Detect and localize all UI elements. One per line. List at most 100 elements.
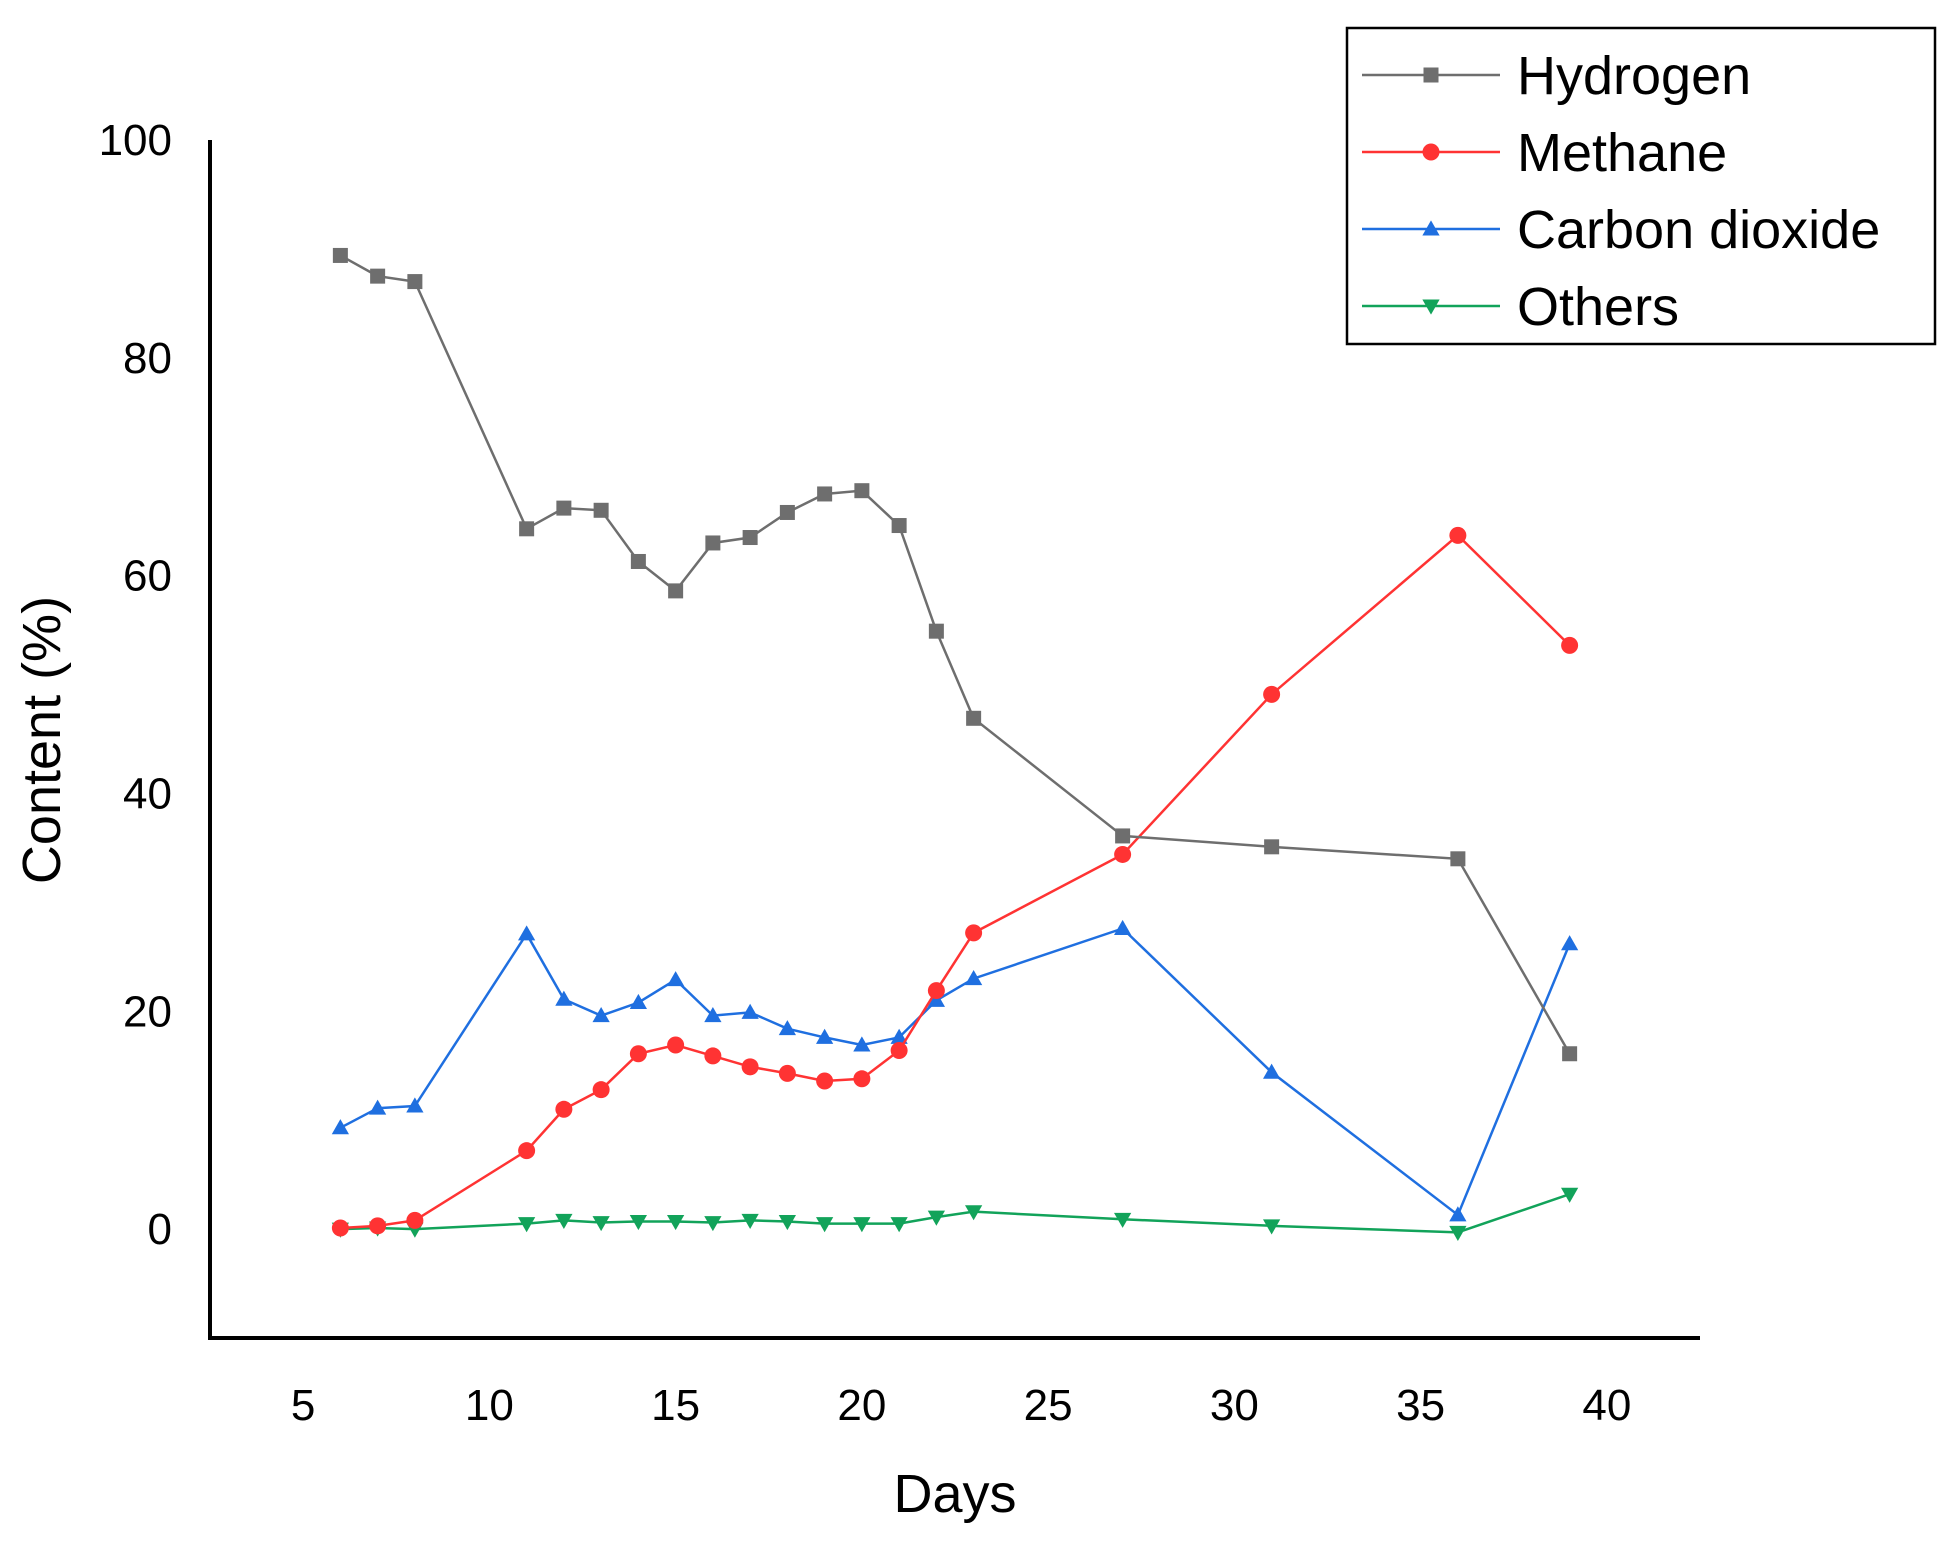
data-point-hydrogen xyxy=(370,268,386,284)
data-point-hydrogen xyxy=(407,274,423,290)
legend-label-hydrogen: Hydrogen xyxy=(1517,46,1751,106)
data-point-others xyxy=(1561,1187,1579,1203)
data-point-methane xyxy=(1114,845,1132,863)
data-point-methane xyxy=(1561,636,1579,654)
series-hydrogen xyxy=(332,247,1578,1062)
chart-axes xyxy=(208,140,1700,1340)
data-point-hydrogen xyxy=(1115,828,1131,844)
data-point-others xyxy=(555,1213,573,1230)
data-point-methane xyxy=(667,1036,685,1054)
legend: Hydrogen Methane Carbon dioxide Others xyxy=(1345,26,1937,346)
chart-series xyxy=(331,247,1579,1241)
data-point-carbon-dioxide xyxy=(555,990,573,1006)
data-point-methane xyxy=(331,1219,349,1237)
data-point-hydrogen xyxy=(1562,1046,1578,1062)
y-tick-label: 80 xyxy=(123,334,172,383)
x-tick-label: 35 xyxy=(1396,1381,1445,1430)
data-point-others xyxy=(704,1216,722,1232)
data-point-carbon-dioxide xyxy=(592,1007,610,1023)
data-point-methane xyxy=(369,1217,387,1235)
data-point-others xyxy=(592,1216,610,1232)
data-point-others xyxy=(778,1214,796,1231)
data-point-carbon-dioxide xyxy=(406,1097,424,1113)
data-point-methane xyxy=(704,1047,722,1065)
series-line-methane xyxy=(340,533,1571,1230)
legend-item-methane: Methane xyxy=(1362,123,1727,183)
legend-label-others: Others xyxy=(1517,277,1679,337)
data-point-hydrogen xyxy=(928,623,944,639)
data-point-carbon-dioxide xyxy=(965,969,983,986)
data-point-methane xyxy=(1263,685,1281,703)
x-tick-label: 10 xyxy=(465,1381,514,1430)
data-point-others xyxy=(518,1217,536,1233)
data-point-methane xyxy=(741,1058,759,1076)
data-point-methane xyxy=(853,1070,871,1088)
y-tick-label: 100 xyxy=(99,116,172,165)
data-point-methane xyxy=(629,1045,647,1063)
legend-item-hydrogen: Hydrogen xyxy=(1362,46,1751,106)
data-point-carbon-dioxide xyxy=(741,1003,759,1019)
data-point-carbon-dioxide xyxy=(853,1036,871,1052)
data-point-carbon-dioxide xyxy=(704,1007,722,1023)
data-point-carbon-dioxide xyxy=(1114,919,1132,935)
data-point-others xyxy=(890,1217,908,1233)
data-point-methane xyxy=(816,1072,834,1090)
data-point-others xyxy=(1263,1219,1281,1235)
data-point-others xyxy=(1114,1212,1132,1228)
data-point-carbon-dioxide xyxy=(667,971,685,987)
series-carbon-dioxide xyxy=(331,919,1579,1222)
data-point-carbon-dioxide xyxy=(1449,1206,1467,1222)
series-methane xyxy=(331,526,1579,1237)
data-point-carbon-dioxide xyxy=(1263,1063,1281,1079)
data-point-methane xyxy=(592,1081,610,1099)
data-point-carbon-dioxide xyxy=(1561,935,1579,951)
data-point-carbon-dioxide xyxy=(331,1119,349,1135)
y-tick-label: 60 xyxy=(123,552,172,601)
data-point-methane xyxy=(927,982,945,1000)
data-point-others xyxy=(1449,1225,1467,1241)
series-others xyxy=(331,1187,1579,1241)
data-point-others xyxy=(927,1210,945,1226)
data-point-carbon-dioxide xyxy=(816,1028,834,1044)
x-tick-label: 30 xyxy=(1210,1381,1259,1430)
legend-box xyxy=(1345,26,1937,346)
data-point-hydrogen xyxy=(332,247,348,263)
series-line-carbon-dioxide xyxy=(339,927,1571,1217)
data-point-methane xyxy=(890,1041,908,1059)
data-point-others xyxy=(965,1205,983,1221)
y-tick-label: 0 xyxy=(148,1205,172,1254)
data-point-carbon-dioxide xyxy=(927,991,945,1007)
data-point-methane xyxy=(555,1100,573,1118)
x-tick-label: 40 xyxy=(1582,1381,1631,1430)
data-point-hydrogen xyxy=(556,500,572,516)
x-tick-label: 20 xyxy=(837,1381,886,1430)
chart-ticks: 0 20 40 60 80 100 5 10 15 20 25 30 35 40 xyxy=(99,116,1632,1430)
y-tick-label: 20 xyxy=(123,987,172,1036)
data-point-methane xyxy=(965,924,983,942)
data-point-hydrogen xyxy=(630,553,646,569)
data-point-methane xyxy=(518,1142,536,1160)
legend-marker-others xyxy=(1422,299,1440,315)
data-point-others xyxy=(853,1217,871,1233)
legend-marker-hydrogen xyxy=(1423,67,1439,83)
legend-marker-carbon-dioxide xyxy=(1422,220,1440,236)
legend-item-others: Others xyxy=(1362,277,1679,337)
data-point-carbon-dioxide xyxy=(629,993,647,1010)
data-point-hydrogen xyxy=(891,518,907,534)
legend-marker-methane xyxy=(1422,143,1440,161)
data-point-hydrogen xyxy=(742,530,758,546)
legend-item-carbon-dioxide: Carbon dioxide xyxy=(1362,200,1880,260)
legend-label-carbon-dioxide: Carbon dioxide xyxy=(1517,200,1880,260)
data-point-hydrogen xyxy=(817,486,833,502)
data-point-methane xyxy=(406,1211,424,1229)
data-point-hydrogen xyxy=(668,583,684,599)
data-point-carbon-dioxide xyxy=(518,925,536,941)
data-point-methane xyxy=(1449,526,1467,544)
x-tick-label: 5 xyxy=(291,1381,315,1430)
y-tick-label: 40 xyxy=(123,769,172,818)
data-point-carbon-dioxide xyxy=(890,1028,908,1044)
data-point-hydrogen xyxy=(1450,851,1466,867)
data-point-carbon-dioxide xyxy=(778,1020,796,1036)
data-point-hydrogen xyxy=(593,502,609,518)
